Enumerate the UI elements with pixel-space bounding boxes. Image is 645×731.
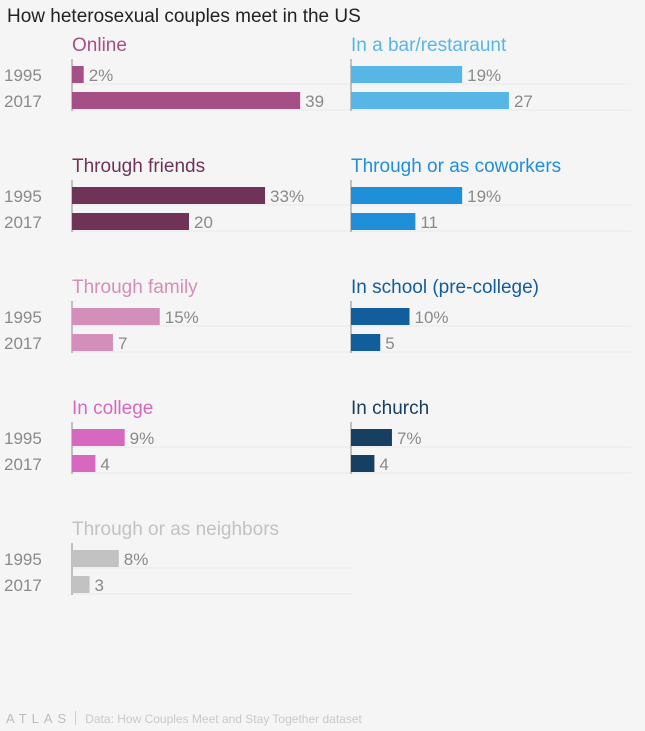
bar-online-2017 bbox=[72, 92, 301, 109]
bar-in-church-2017 bbox=[351, 455, 375, 472]
year-label-1995: 1995 bbox=[4, 308, 42, 327]
value-label-in-a-bar-restaraunt-2017: 27 bbox=[514, 92, 533, 111]
footer: ATLAS Data: How Couples Meet and Stay Tog… bbox=[6, 711, 362, 726]
bar-in-a-bar-restaraunt-2017 bbox=[351, 92, 509, 109]
bar-in-college-1995 bbox=[72, 429, 125, 446]
value-label-in-school-pre-college-1995: 10% bbox=[415, 308, 449, 327]
bar-through-family-1995 bbox=[72, 308, 160, 325]
value-label-in-college-2017: 4 bbox=[100, 455, 109, 474]
year-label-2017: 2017 bbox=[4, 92, 42, 111]
value-label-through-or-as-neighbors-1995: 8% bbox=[124, 550, 149, 569]
year-label-1995: 1995 bbox=[4, 66, 42, 85]
value-label-through-family-1995: 15% bbox=[165, 308, 199, 327]
panel-title-through-family: Through family bbox=[72, 277, 198, 298]
bar-through-or-as-coworkers-2017 bbox=[351, 213, 416, 230]
panel-title-online: Online bbox=[72, 35, 127, 56]
bar-through-or-as-neighbors-2017 bbox=[72, 576, 90, 593]
value-label-through-friends-1995: 33% bbox=[270, 187, 304, 206]
bar-through-family-2017 bbox=[72, 334, 113, 351]
value-label-through-or-as-coworkers-2017: 11 bbox=[420, 213, 438, 232]
bar-chart: Online 1995 2% 2017 39 In a bar/restaraunt 19%… bbox=[4, 35, 631, 595]
bar-through-friends-1995 bbox=[72, 187, 266, 204]
value-label-in-school-pre-college-2017: 5 bbox=[385, 334, 394, 353]
footer-divider bbox=[75, 711, 77, 725]
bar-in-a-bar-restaraunt-1995 bbox=[351, 66, 463, 83]
value-label-online-1995: 2% bbox=[89, 66, 114, 85]
value-label-through-family-2017: 7 bbox=[118, 334, 127, 353]
bar-in-college-2017 bbox=[72, 455, 96, 472]
value-label-through-or-as-coworkers-1995: 19% bbox=[467, 187, 501, 206]
source-note: Data: How Couples Meet and Stay Together… bbox=[85, 712, 362, 726]
year-label-2017: 2017 bbox=[4, 455, 42, 474]
panel-title-in-school-pre-college: In school (pre-college) bbox=[351, 277, 539, 298]
year-label-1995: 1995 bbox=[4, 550, 42, 569]
bar-through-or-as-coworkers-1995 bbox=[351, 187, 463, 204]
year-label-2017: 2017 bbox=[4, 334, 42, 353]
year-label-1995: 1995 bbox=[4, 187, 42, 206]
year-label-1995: 1995 bbox=[4, 429, 42, 448]
bar-in-school-pre-college-2017 bbox=[351, 334, 381, 351]
value-label-online-2017: 39 bbox=[305, 92, 324, 111]
panel-title-in-college: In college bbox=[72, 398, 153, 419]
value-label-in-college-1995: 9% bbox=[130, 429, 155, 448]
panel-title-in-a-bar-restaraunt: In a bar/restaraunt bbox=[351, 35, 507, 56]
year-label-2017: 2017 bbox=[4, 576, 42, 595]
bar-through-friends-2017 bbox=[72, 213, 189, 230]
atlas-logo: ATLAS bbox=[6, 711, 72, 726]
panel-title-through-or-as-coworkers: Through or as coworkers bbox=[351, 156, 561, 177]
bar-through-or-as-neighbors-1995 bbox=[72, 550, 119, 567]
value-label-in-a-bar-restaraunt-1995: 19% bbox=[467, 66, 501, 85]
bar-online-1995 bbox=[72, 66, 84, 83]
chart-title: How heterosexual couples meet in the US bbox=[7, 6, 361, 27]
value-label-in-church-1995: 7% bbox=[397, 429, 422, 448]
value-label-in-church-2017: 4 bbox=[379, 455, 388, 474]
panel-title-in-church: In church bbox=[351, 398, 429, 419]
year-label-2017: 2017 bbox=[4, 213, 42, 232]
panel-title-through-or-as-neighbors: Through or as neighbors bbox=[72, 519, 279, 540]
value-label-through-friends-2017: 20 bbox=[194, 213, 213, 232]
bar-in-school-pre-college-1995 bbox=[351, 308, 410, 325]
bar-in-church-1995 bbox=[351, 429, 392, 446]
panel-title-through-friends: Through friends bbox=[72, 156, 205, 177]
value-label-through-or-as-neighbors-2017: 3 bbox=[95, 576, 104, 595]
